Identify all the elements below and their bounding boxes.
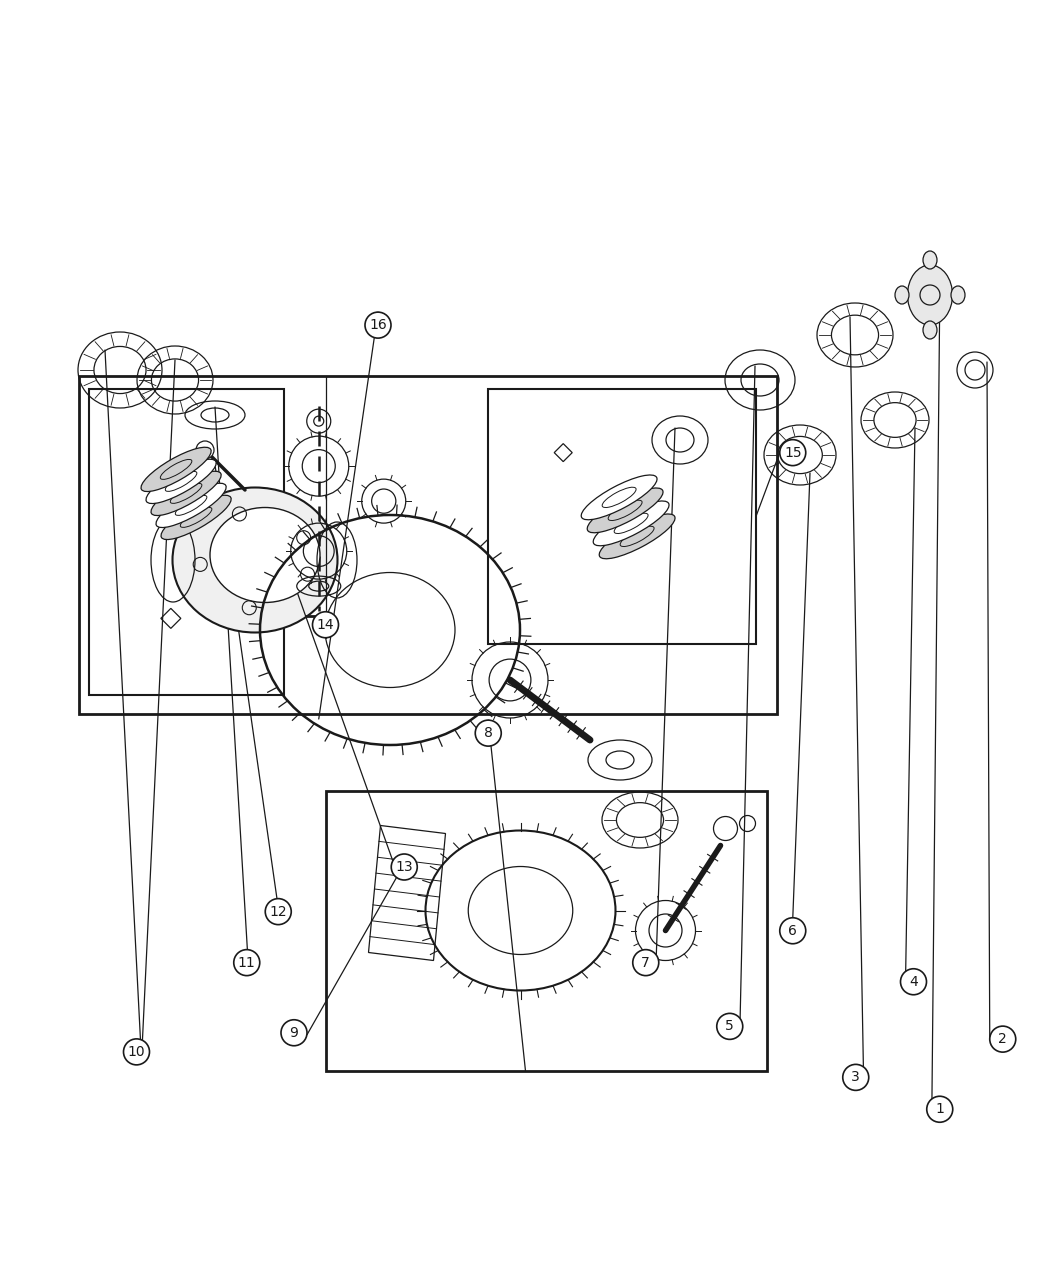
Text: 5: 5 xyxy=(726,1020,734,1033)
Circle shape xyxy=(234,950,259,975)
Circle shape xyxy=(717,1014,742,1039)
Text: 8: 8 xyxy=(484,727,492,739)
Text: 9: 9 xyxy=(290,1026,298,1039)
Circle shape xyxy=(843,1065,868,1090)
Ellipse shape xyxy=(146,459,216,504)
Text: 4: 4 xyxy=(909,975,918,988)
Text: 7: 7 xyxy=(642,956,650,969)
Bar xyxy=(488,389,756,644)
Circle shape xyxy=(927,1096,952,1122)
Text: 15: 15 xyxy=(784,446,801,459)
Circle shape xyxy=(780,440,805,465)
Ellipse shape xyxy=(587,488,663,533)
Ellipse shape xyxy=(951,286,965,303)
Ellipse shape xyxy=(907,265,952,325)
Ellipse shape xyxy=(600,514,675,558)
Circle shape xyxy=(476,720,501,746)
Ellipse shape xyxy=(895,286,909,303)
Text: 1: 1 xyxy=(936,1103,944,1116)
Ellipse shape xyxy=(156,483,226,528)
Text: 10: 10 xyxy=(128,1046,145,1058)
Ellipse shape xyxy=(593,501,669,546)
Text: 12: 12 xyxy=(270,905,287,918)
Ellipse shape xyxy=(923,251,937,269)
Circle shape xyxy=(281,1020,307,1045)
Circle shape xyxy=(392,854,417,880)
Circle shape xyxy=(124,1039,149,1065)
Bar xyxy=(326,790,766,1071)
Circle shape xyxy=(901,969,926,994)
Text: 14: 14 xyxy=(317,618,334,631)
Ellipse shape xyxy=(210,507,320,603)
Circle shape xyxy=(365,312,391,338)
Text: 11: 11 xyxy=(238,956,255,969)
Text: 2: 2 xyxy=(999,1033,1007,1045)
Circle shape xyxy=(313,612,338,638)
Ellipse shape xyxy=(151,472,222,515)
Circle shape xyxy=(990,1026,1015,1052)
Ellipse shape xyxy=(172,487,337,632)
Ellipse shape xyxy=(141,448,211,492)
Text: 6: 6 xyxy=(789,924,797,937)
Text: 3: 3 xyxy=(852,1071,860,1084)
Ellipse shape xyxy=(161,495,231,539)
Ellipse shape xyxy=(923,321,937,339)
Circle shape xyxy=(633,950,658,975)
Text: 13: 13 xyxy=(396,861,413,873)
Circle shape xyxy=(780,918,805,944)
Text: 16: 16 xyxy=(370,319,386,332)
Ellipse shape xyxy=(582,476,657,520)
Circle shape xyxy=(266,899,291,924)
Bar xyxy=(89,389,284,695)
Bar xyxy=(79,376,777,714)
Circle shape xyxy=(196,441,214,459)
